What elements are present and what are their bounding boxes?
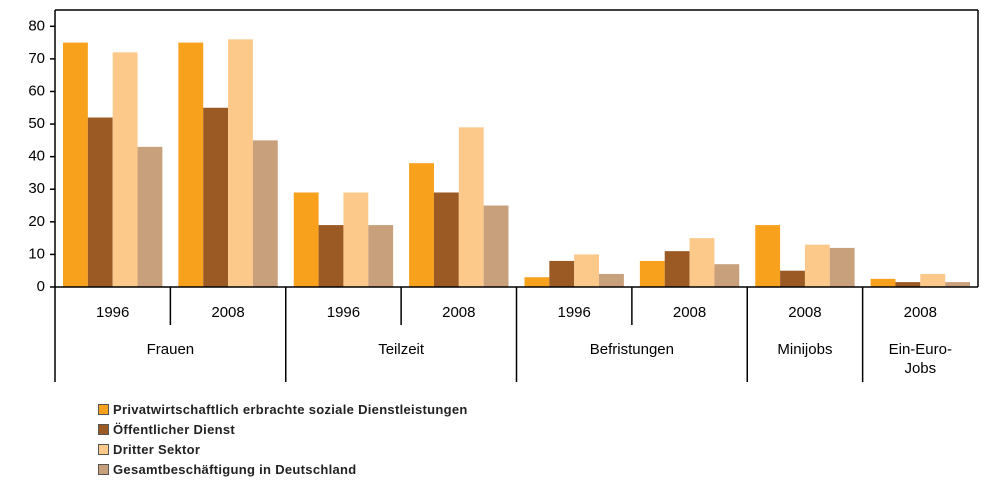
x-tick-label: 2008 bbox=[673, 304, 706, 321]
y-tick-label: 30 bbox=[28, 180, 45, 197]
legend-swatch bbox=[98, 403, 109, 415]
bar bbox=[524, 277, 550, 287]
bar bbox=[920, 273, 946, 287]
bar bbox=[343, 192, 369, 287]
x-tick-label: 2008 bbox=[211, 304, 244, 321]
x-tick-label: 1996 bbox=[327, 304, 360, 321]
group-label: Frauen bbox=[146, 341, 195, 358]
y-tick-label: 60 bbox=[28, 82, 45, 99]
x-tick-label: 1996 bbox=[558, 304, 591, 321]
bar bbox=[574, 254, 600, 287]
y-tick-label: 0 bbox=[37, 278, 45, 295]
x-tick-label: 1996 bbox=[96, 304, 129, 321]
bar bbox=[870, 278, 896, 287]
bar bbox=[458, 127, 484, 287]
bar bbox=[409, 163, 434, 287]
bar bbox=[639, 260, 665, 287]
legend-label: Privatwirtschaftlich erbrachte soziale D… bbox=[113, 401, 468, 417]
group-label: Teilzeit bbox=[378, 341, 425, 358]
legend-item: Dritter Sektor bbox=[98, 440, 200, 458]
bar bbox=[203, 107, 229, 287]
legend-swatch bbox=[98, 423, 109, 435]
bar bbox=[483, 205, 509, 287]
legend-item: Privatwirtschaftlich erbrachte soziale D… bbox=[98, 400, 468, 418]
legend-item: Gesamtbeschäftigung in Deutschland bbox=[98, 460, 357, 478]
bar bbox=[755, 225, 781, 287]
bar bbox=[780, 270, 805, 287]
bar bbox=[599, 273, 624, 287]
bar bbox=[945, 282, 970, 287]
legend-label: Öffentlicher Dienst bbox=[113, 421, 235, 437]
group-label: Minijobs bbox=[777, 341, 833, 358]
bar bbox=[112, 52, 138, 288]
y-tick-label: 10 bbox=[28, 245, 45, 262]
y-tick-label: 80 bbox=[28, 17, 45, 34]
legend-label: Gesamtbeschäftigung in Deutschland bbox=[113, 461, 357, 477]
y-tick-label: 20 bbox=[28, 213, 45, 230]
bar bbox=[178, 42, 204, 288]
legend-label: Dritter Sektor bbox=[113, 441, 201, 457]
y-tick-label: 50 bbox=[28, 115, 45, 132]
bar bbox=[228, 39, 253, 288]
bar bbox=[252, 140, 278, 287]
bar bbox=[895, 282, 921, 287]
bar bbox=[293, 192, 319, 287]
x-tick-label: 2008 bbox=[788, 304, 821, 321]
bar bbox=[549, 260, 575, 287]
bar bbox=[714, 264, 740, 287]
y-tick-label: 70 bbox=[28, 50, 45, 67]
x-tick-label: 2008 bbox=[442, 304, 475, 321]
bar bbox=[63, 42, 88, 288]
bar bbox=[804, 244, 830, 287]
bar bbox=[87, 117, 113, 288]
legend-swatch bbox=[98, 443, 109, 455]
x-tick-label: 2008 bbox=[904, 304, 937, 321]
bar bbox=[689, 238, 715, 287]
legend-swatch bbox=[98, 463, 109, 475]
bar bbox=[137, 146, 163, 287]
bar bbox=[368, 225, 394, 287]
group-label: Ein-Euro-Jobs bbox=[888, 341, 952, 377]
bar bbox=[318, 225, 344, 287]
bar bbox=[829, 247, 855, 287]
y-tick-label: 40 bbox=[28, 148, 45, 165]
bar bbox=[433, 192, 459, 287]
bar bbox=[664, 251, 690, 287]
group-label: Befristungen bbox=[589, 341, 674, 358]
legend-item: Öffentlicher Dienst bbox=[98, 420, 235, 438]
